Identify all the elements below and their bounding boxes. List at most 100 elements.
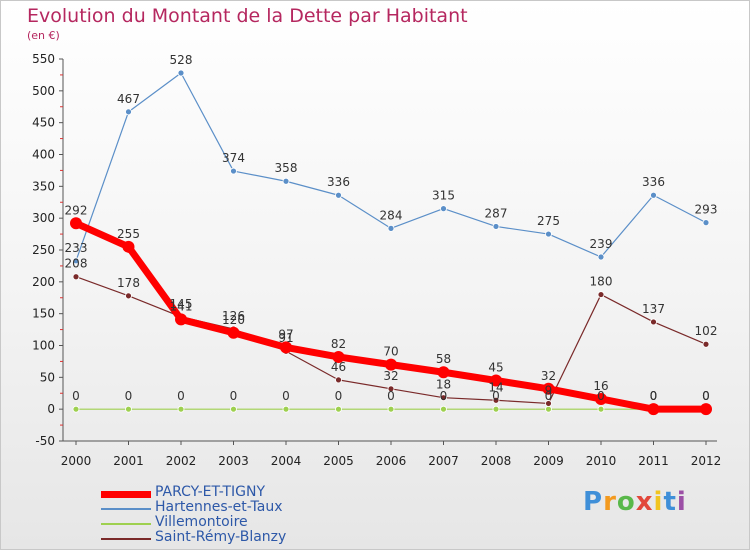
data-label: 0 <box>72 389 80 403</box>
data-point <box>125 405 132 413</box>
data-label: 91 <box>278 331 293 345</box>
data-label: 315 <box>432 189 455 203</box>
y-tick-label: 400 <box>32 148 55 162</box>
data-point <box>650 191 657 199</box>
y-tick-label: 50 <box>40 370 55 384</box>
data-label: 528 <box>170 53 193 67</box>
legend-swatch <box>101 490 151 498</box>
y-tick-label: 350 <box>32 179 55 193</box>
data-label: 45 <box>488 361 503 375</box>
data-point <box>387 385 395 393</box>
data-label: 16 <box>593 379 608 393</box>
data-point <box>545 400 552 407</box>
data-label: 126 <box>222 309 245 323</box>
data-label: 0 <box>387 389 395 403</box>
data-label: 137 <box>642 302 665 316</box>
y-tick-label: 550 <box>32 52 55 66</box>
x-tick-label: 2012 <box>691 454 722 468</box>
legend-label: Villemontoire <box>155 514 248 530</box>
x-tick-label: 2011 <box>638 454 669 468</box>
data-point <box>72 405 80 413</box>
x-tick-label: 2004 <box>271 454 302 468</box>
data-label: 0 <box>230 389 238 403</box>
data-label: 233 <box>65 241 88 255</box>
data-label: 120 <box>222 313 245 327</box>
legend-swatch <box>101 523 151 525</box>
x-tick-label: 2003 <box>218 454 249 468</box>
data-label: 0 <box>282 389 290 403</box>
x-tick-label: 2000 <box>61 454 92 468</box>
data-point <box>387 224 395 232</box>
data-label: 178 <box>117 276 140 290</box>
data-label: 336 <box>327 175 350 189</box>
y-tick-label: 450 <box>32 116 55 130</box>
y-tick-label: 100 <box>32 339 55 353</box>
data-label: 0 <box>702 389 710 403</box>
data-point <box>702 340 710 348</box>
series-hartennes-et-taux <box>72 69 710 265</box>
data-label: 255 <box>117 227 140 241</box>
legend-label: Saint-Rémy-Blanzy <box>155 529 287 545</box>
data-point <box>440 405 447 413</box>
series-parcy-et-tigny <box>70 217 712 416</box>
data-label: 0 <box>597 389 605 403</box>
proxiti-logo: Proxiti <box>583 487 687 517</box>
data-point <box>597 253 605 261</box>
data-point <box>385 358 397 371</box>
data-point <box>335 376 342 384</box>
data-point <box>440 205 447 213</box>
series-line <box>75 72 707 262</box>
data-label: 0 <box>650 389 658 403</box>
data-label: 208 <box>65 257 88 271</box>
data-point <box>335 191 342 199</box>
axes: -500501001502002503003504004505005502000… <box>32 52 721 468</box>
data-label: 18 <box>436 378 451 392</box>
data-point <box>545 230 552 238</box>
data-point <box>545 405 552 413</box>
chart-unit: (en €) <box>27 29 60 42</box>
data-point <box>177 405 185 413</box>
data-point <box>440 394 447 402</box>
data-label: 97 <box>278 327 293 341</box>
data-label: 292 <box>65 203 88 217</box>
x-tick-label: 2002 <box>166 454 197 468</box>
data-label: 336 <box>642 175 665 189</box>
data-label: 32 <box>541 369 556 383</box>
data-point <box>230 167 237 175</box>
data-label: 287 <box>485 206 508 220</box>
data-label: 82 <box>331 337 346 351</box>
data-label: 0 <box>492 389 500 403</box>
series-line <box>75 276 707 405</box>
data-label: 70 <box>383 345 398 359</box>
data-point <box>700 403 712 416</box>
data-point <box>332 350 345 363</box>
data-point <box>650 318 657 326</box>
data-point <box>492 396 500 404</box>
y-tick-label: 150 <box>32 307 55 321</box>
data-label: 275 <box>537 214 560 228</box>
data-label: 0 <box>335 389 343 403</box>
data-label: 14 <box>488 380 503 394</box>
data-label: 239 <box>590 237 613 251</box>
data-point <box>647 403 660 416</box>
data-point <box>282 177 290 185</box>
data-label: 58 <box>436 352 451 366</box>
data-point <box>72 273 80 281</box>
y-tick-label: 500 <box>32 84 55 98</box>
data-point <box>125 108 132 116</box>
y-tick-label: 250 <box>32 243 55 257</box>
legend-label: Hartennes-et-Taux <box>155 499 283 515</box>
data-point <box>490 374 502 387</box>
data-point <box>597 291 605 298</box>
data-point <box>125 292 132 300</box>
data-label: 9 <box>545 383 553 397</box>
data-label: 145 <box>170 297 193 311</box>
data-label: 0 <box>650 389 658 403</box>
legend-item: Saint-Rémy-Blanzy <box>101 529 331 546</box>
data-label: 358 <box>275 161 298 175</box>
data-point <box>282 405 290 413</box>
data-point <box>70 217 82 230</box>
series-layer <box>70 69 712 416</box>
